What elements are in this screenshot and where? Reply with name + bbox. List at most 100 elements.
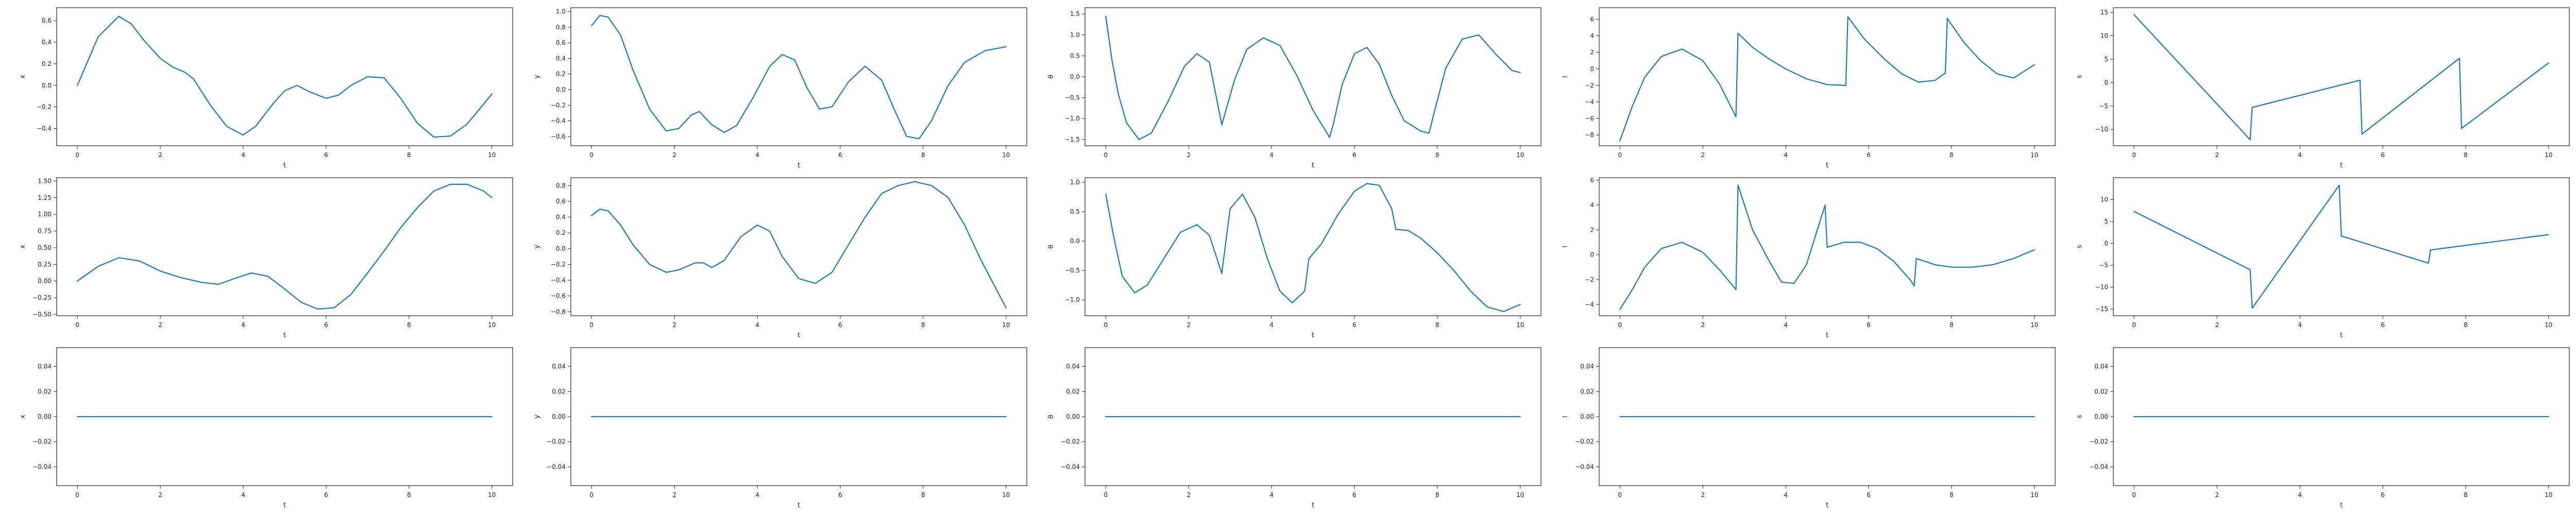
series-line xyxy=(1105,183,1521,313)
x-tick-label: 8 xyxy=(1950,321,1954,329)
subplot-r1-c2: 0 2 4 6 8 10 −0.6 −0.4 −0.2 0.0 0.2 0.4 0.6 0.8 1.0 t y xyxy=(533,7,1027,169)
y-tick-label: 0.4 xyxy=(556,55,566,62)
x-tick-label: 6 xyxy=(324,151,328,159)
y-tick-label: 0.02 xyxy=(1580,388,1594,395)
y-tick-label: 0.2 xyxy=(556,229,566,236)
y-tick-label: 0.2 xyxy=(42,60,52,67)
x-tick-label: 6 xyxy=(1352,491,1357,499)
y-tick-label: 2 xyxy=(1590,226,1594,233)
y-tick-label: −1.0 xyxy=(1065,296,1080,303)
y-tick-label: 1.5 xyxy=(1070,10,1080,18)
series-line xyxy=(591,15,1007,140)
x-axis-label: t xyxy=(1826,162,1828,169)
axes-frame xyxy=(1599,177,2056,316)
x-tick-label: 6 xyxy=(324,491,328,499)
y-tick-label: −0.25 xyxy=(32,294,52,301)
x-tick-label: 8 xyxy=(1435,491,1439,499)
y-axis-label: l xyxy=(1562,246,1569,248)
x-tick-label: 8 xyxy=(1435,151,1439,159)
series-line xyxy=(1619,184,2035,310)
x-tick-label: 2 xyxy=(158,491,162,499)
x-tick-label: 0 xyxy=(589,491,594,499)
y-tick-label: −0.04 xyxy=(1575,463,1594,470)
x-axis-label: t xyxy=(1826,502,1828,509)
x-tick-label: 8 xyxy=(921,321,925,329)
x-tick-label: 6 xyxy=(2381,491,2385,499)
y-tick-label: −5 xyxy=(2099,262,2108,269)
x-axis-label: t xyxy=(1826,332,1828,339)
x-tick-label: 0 xyxy=(2132,151,2136,159)
x-axis-label: t xyxy=(798,502,800,509)
x-tick-label: 2 xyxy=(2215,151,2219,159)
y-tick-label: −5 xyxy=(2099,102,2108,110)
x-axis-label: t xyxy=(283,332,286,339)
x-tick-label: 6 xyxy=(1867,491,1871,499)
y-tick-label: 0.6 xyxy=(556,39,566,46)
y-tick-label: −0.02 xyxy=(547,438,566,445)
x-tick-label: 2 xyxy=(672,151,676,159)
axes-frame xyxy=(1599,7,2056,146)
y-tick-label: 15 xyxy=(2100,9,2108,16)
y-tick-label: 0.5 xyxy=(1070,52,1080,59)
subplot-r3-c4: 0 2 4 6 8 10 −0.04 −0.02 0.00 0.02 0.04 t l xyxy=(1562,347,2056,509)
y-axis-label: s xyxy=(2076,245,2083,248)
x-tick-label: 10 xyxy=(488,151,496,159)
x-tick-label: 6 xyxy=(838,151,842,159)
x-tick-label: 4 xyxy=(755,491,759,499)
x-tick-label: 4 xyxy=(1784,151,1788,159)
x-tick-label: 2 xyxy=(158,321,162,329)
x-tick-label: 8 xyxy=(2464,321,2468,329)
x-tick-label: 4 xyxy=(1784,321,1788,329)
x-axis-label: t xyxy=(283,502,286,509)
y-tick-label: 10 xyxy=(2100,32,2108,40)
series-line xyxy=(591,181,1007,308)
x-tick-label: 4 xyxy=(1269,151,1274,159)
y-tick-label: −0.04 xyxy=(32,463,52,470)
x-tick-label: 6 xyxy=(1867,321,1871,329)
x-tick-label: 0 xyxy=(75,491,79,499)
x-tick-label: 10 xyxy=(1002,321,1010,329)
subplot-r3-c3: 0 2 4 6 8 10 −0.04 −0.02 0.00 0.02 0.04 t θ xyxy=(1047,347,1541,509)
y-tick-label: −0.4 xyxy=(551,117,566,125)
y-tick-label: 0.6 xyxy=(42,17,52,24)
x-tick-label: 10 xyxy=(2545,151,2552,159)
y-tick-label: −0.04 xyxy=(547,463,566,470)
x-tick-label: 4 xyxy=(2298,491,2302,499)
x-tick-label: 2 xyxy=(1701,321,1705,329)
y-tick-label: 0.4 xyxy=(556,214,566,221)
x-tick-label: 10 xyxy=(2545,491,2552,499)
y-tick-label: −0.6 xyxy=(551,293,566,300)
x-tick-label: 0 xyxy=(1618,491,1622,499)
x-tick-label: 8 xyxy=(2464,491,2468,499)
y-axis-label: x xyxy=(19,75,27,79)
x-tick-label: 6 xyxy=(324,321,328,329)
y-axis-label: θ xyxy=(1047,245,1055,249)
x-axis-label: t xyxy=(2340,502,2343,509)
axes-frame xyxy=(2113,7,2570,146)
series-line xyxy=(1105,15,1521,140)
y-tick-label: 0.00 xyxy=(38,278,52,285)
x-tick-label: 4 xyxy=(755,321,759,329)
y-tick-label: −4 xyxy=(1585,98,1594,106)
subplot-r2-c5: 0 2 4 6 8 10 −15 −10 −5 0 5 10 t s xyxy=(2076,177,2570,339)
y-axis-label: l xyxy=(1562,76,1569,78)
y-tick-label: 0.25 xyxy=(38,261,52,268)
y-tick-label: 1.50 xyxy=(38,177,52,184)
x-tick-label: 10 xyxy=(1002,491,1010,499)
y-tick-label: −0.02 xyxy=(32,438,52,445)
x-tick-label: 10 xyxy=(1516,321,1524,329)
y-axis-label: y xyxy=(533,245,541,249)
x-tick-label: 10 xyxy=(488,321,496,329)
x-tick-label: 2 xyxy=(158,151,162,159)
y-tick-label: 0.0 xyxy=(556,86,566,93)
x-tick-label: 2 xyxy=(672,491,676,499)
x-tick-label: 0 xyxy=(2132,491,2136,499)
subplot-r2-c2: 0 2 4 6 8 10 −0.8 −0.6 −0.4 −0.2 0.0 0.2 0.4 0.6 0.8 t y xyxy=(533,177,1027,339)
y-axis-label: y xyxy=(533,415,541,419)
y-tick-label: 0.02 xyxy=(2094,388,2108,395)
x-tick-label: 8 xyxy=(1950,151,1954,159)
y-tick-label: 0.2 xyxy=(556,71,566,78)
x-tick-label: 6 xyxy=(838,321,842,329)
y-tick-label: 0.04 xyxy=(1066,363,1080,370)
x-tick-label: 0 xyxy=(1104,151,1108,159)
